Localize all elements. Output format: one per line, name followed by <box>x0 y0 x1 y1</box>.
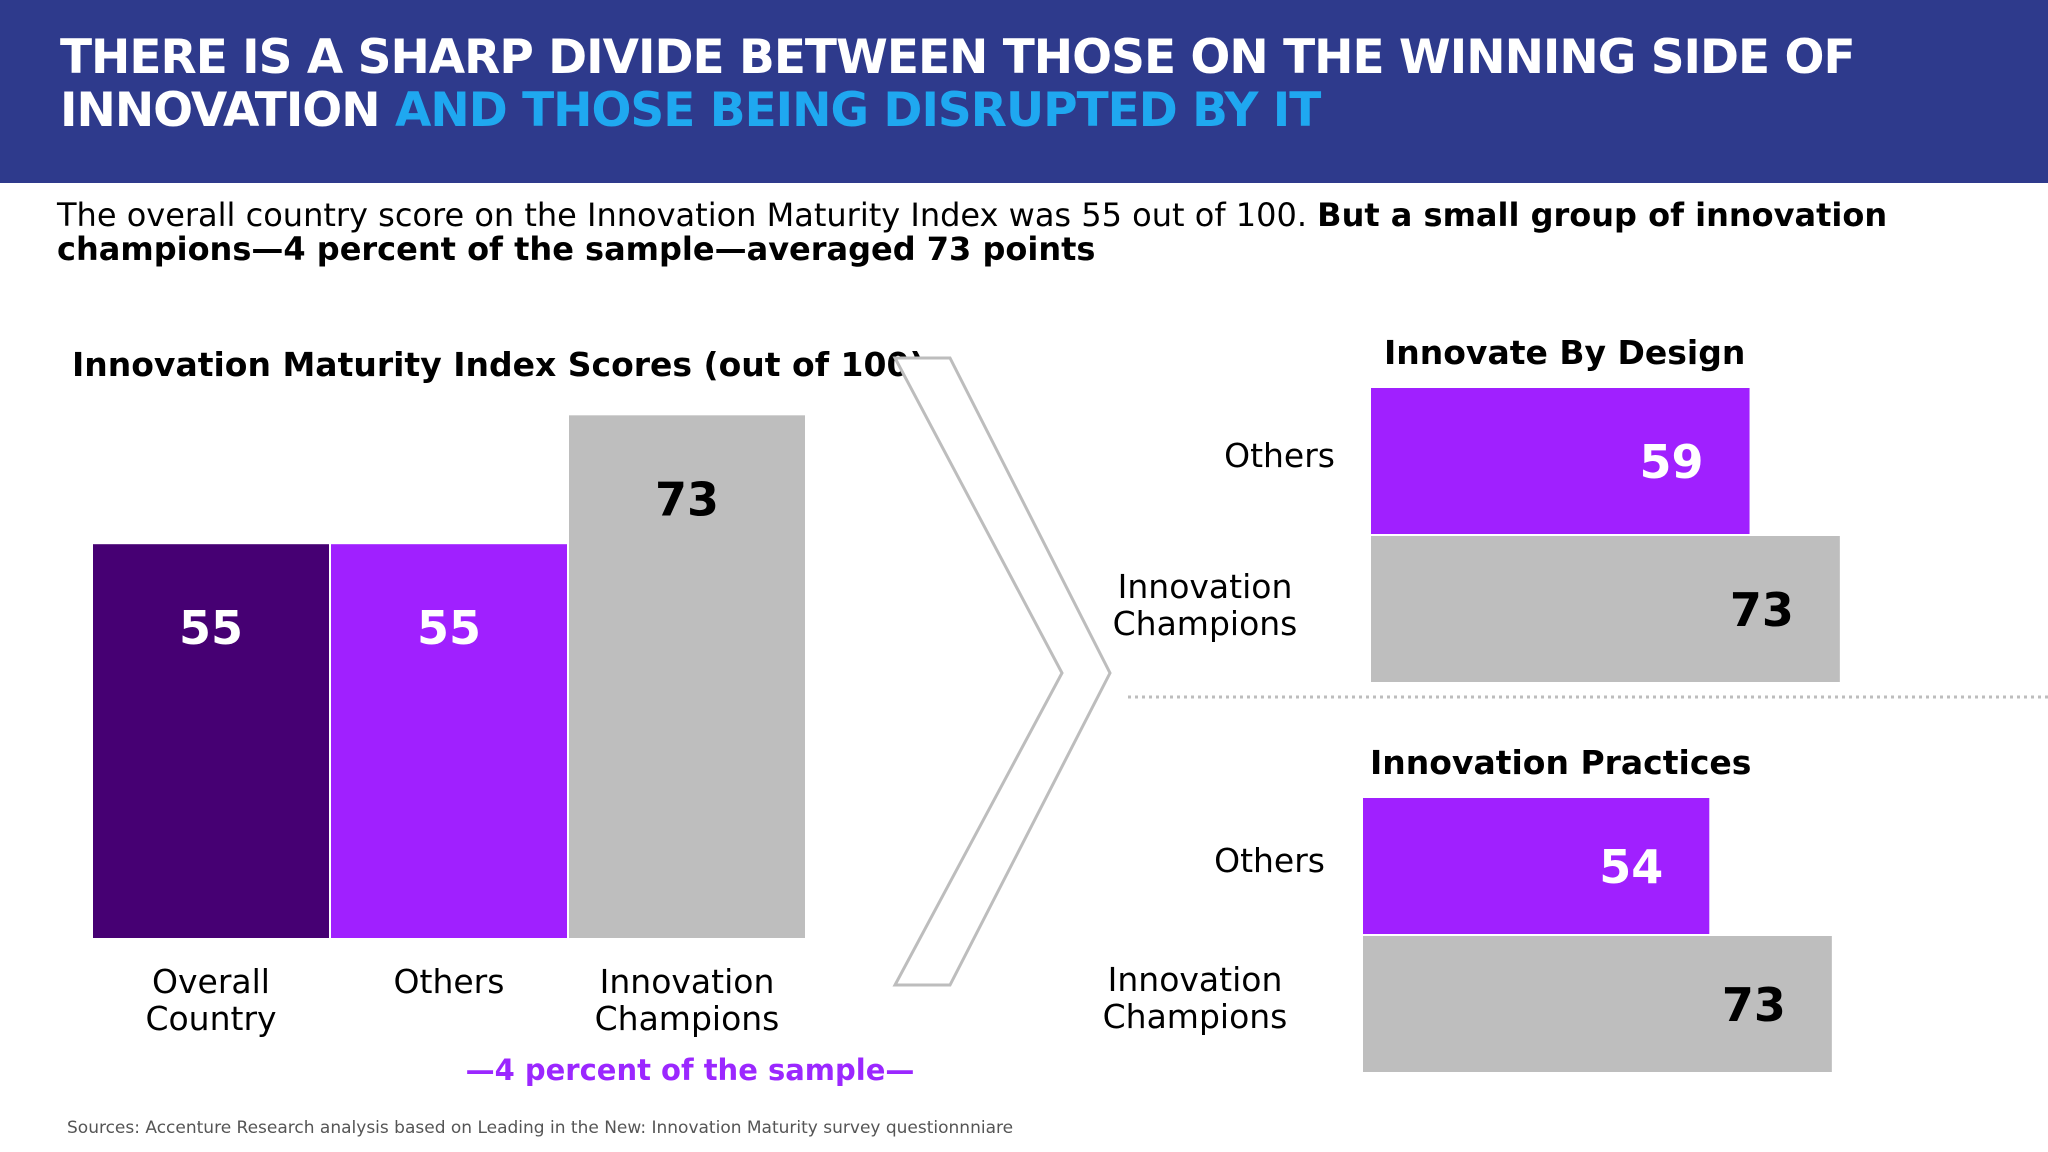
category-label: Innovation Champions <box>594 962 780 1038</box>
bar-value-label: 73 <box>655 472 719 526</box>
source-note: Sources: Accenture Research analysis bas… <box>67 1118 1014 1138</box>
innovation-practices-title: Innovation Practices <box>1370 743 1752 782</box>
hbar <box>1361 934 1834 1074</box>
hbar <box>1361 796 1712 936</box>
header-title-accent: AND THOSE BEING DISRUPTED BY IT <box>394 83 1321 138</box>
row-label: Innovation Champions <box>1102 960 1288 1036</box>
header-title-line-1: THERE IS A SHARP DIVIDE BETWEEN THOSE ON… <box>60 30 1856 85</box>
header-title-part-1: INNOVATION <box>60 83 381 138</box>
bar <box>569 415 805 938</box>
hbar-value-label: 59 <box>1640 435 1704 489</box>
subtitle-normal: The overall country score on the Innovat… <box>57 196 1307 234</box>
row-label: Innovation Champions <box>1112 567 1298 643</box>
bar <box>93 544 329 938</box>
hbar-value-label: 73 <box>1730 583 1794 637</box>
subtitle-bold: But a small group of innovation champion… <box>57 196 1888 268</box>
category-label: Overall Country <box>145 962 277 1038</box>
hbar-value-label: 54 <box>1599 840 1663 894</box>
hbar <box>1369 534 1842 684</box>
sample-note: —4 percent of the sample— <box>465 1053 915 1087</box>
row-label: Others <box>1214 841 1325 880</box>
bar-value-label: 55 <box>179 601 243 655</box>
hbar-value-label: 73 <box>1722 978 1786 1032</box>
bar <box>331 544 567 938</box>
bar-value-label: 55 <box>417 601 481 655</box>
hbar <box>1369 386 1752 536</box>
innovate-by-design-title: Innovate By Design <box>1384 333 1746 372</box>
left-chart-title: Innovation Maturity Index Scores (out of… <box>72 345 925 384</box>
header-banner: THERE IS A SHARP DIVIDE BETWEEN THOSE ON… <box>0 0 2048 183</box>
subtitle: The overall country score on the Innovat… <box>57 198 1957 266</box>
row-label: Others <box>1224 436 1335 475</box>
category-label: Others <box>393 962 505 1001</box>
header-title-line-2: INNOVATION AND THOSE BEING DISRUPTED BY … <box>60 83 1321 138</box>
